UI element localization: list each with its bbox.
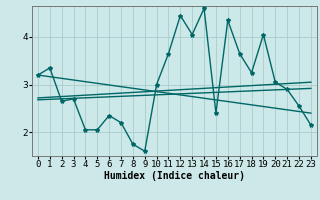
X-axis label: Humidex (Indice chaleur): Humidex (Indice chaleur) [104,171,245,181]
